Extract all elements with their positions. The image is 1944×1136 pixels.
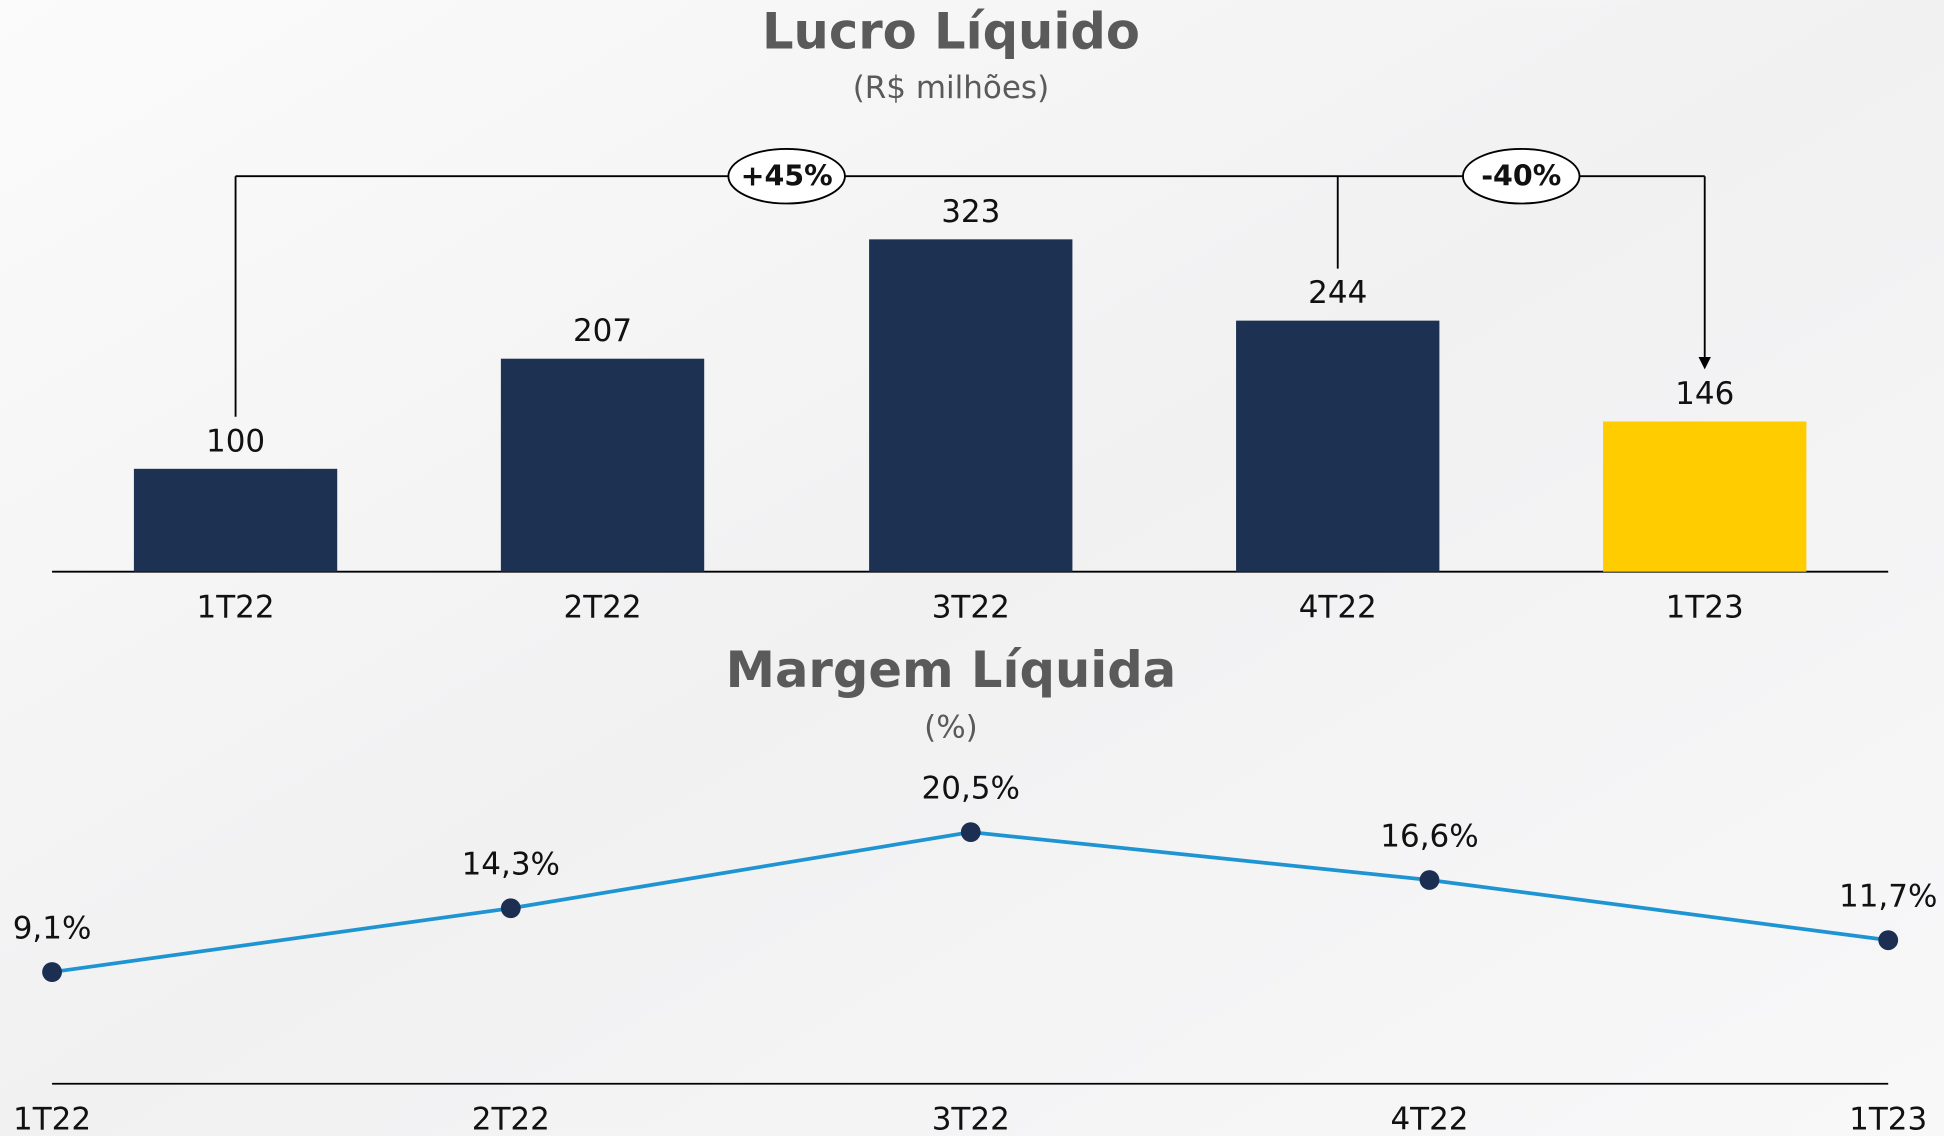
x-tick-label: 1T22: [13, 1101, 91, 1136]
data-label: 11,7%: [1839, 878, 1937, 914]
data-label: 323: [941, 194, 1000, 230]
x-tick-label: 1T22: [197, 589, 275, 625]
data-label: 14,3%: [462, 847, 560, 883]
chart-title: Lucro Líquido: [762, 2, 1140, 60]
chart-subtitle: (%): [924, 710, 978, 746]
x-tick-label: 4T22: [1390, 1101, 1468, 1136]
point: [500, 898, 521, 919]
point: [1419, 870, 1440, 890]
data-label: 9,1%: [13, 910, 92, 946]
point: [960, 822, 981, 843]
x-tick-label: 2T22: [472, 1101, 550, 1136]
data-label: 146: [1675, 376, 1734, 412]
point: [1878, 930, 1899, 951]
annotation-label: +45%: [741, 159, 833, 192]
data-label: 244: [1308, 275, 1367, 311]
bar: [869, 239, 1073, 572]
point: [42, 962, 62, 982]
x-tick-label: 3T22: [932, 589, 1010, 625]
x-tick-label: 3T22: [932, 1101, 1010, 1136]
data-label: 207: [573, 313, 632, 349]
x-tick-label: 1T23: [1666, 589, 1744, 625]
annotation-bubble: [727, 148, 846, 205]
data-label: 100: [206, 423, 265, 459]
x-tick-label: 4T22: [1299, 589, 1377, 625]
bar: [1603, 421, 1807, 572]
bar: [133, 468, 338, 572]
chart-title: Margem Líquida: [726, 641, 1177, 699]
bar: [1236, 320, 1440, 572]
x-tick-label: 1T23: [1849, 1101, 1927, 1136]
annotation-bubble: [1462, 148, 1581, 205]
data-label: 16,6%: [1380, 818, 1478, 854]
annotation-label: -40%: [1481, 159, 1561, 192]
chart-subtitle: (R$ milhões): [853, 70, 1049, 106]
x-tick-label: 2T22: [564, 589, 642, 625]
bar: [500, 358, 705, 572]
data-label: 20,5%: [922, 770, 1020, 806]
